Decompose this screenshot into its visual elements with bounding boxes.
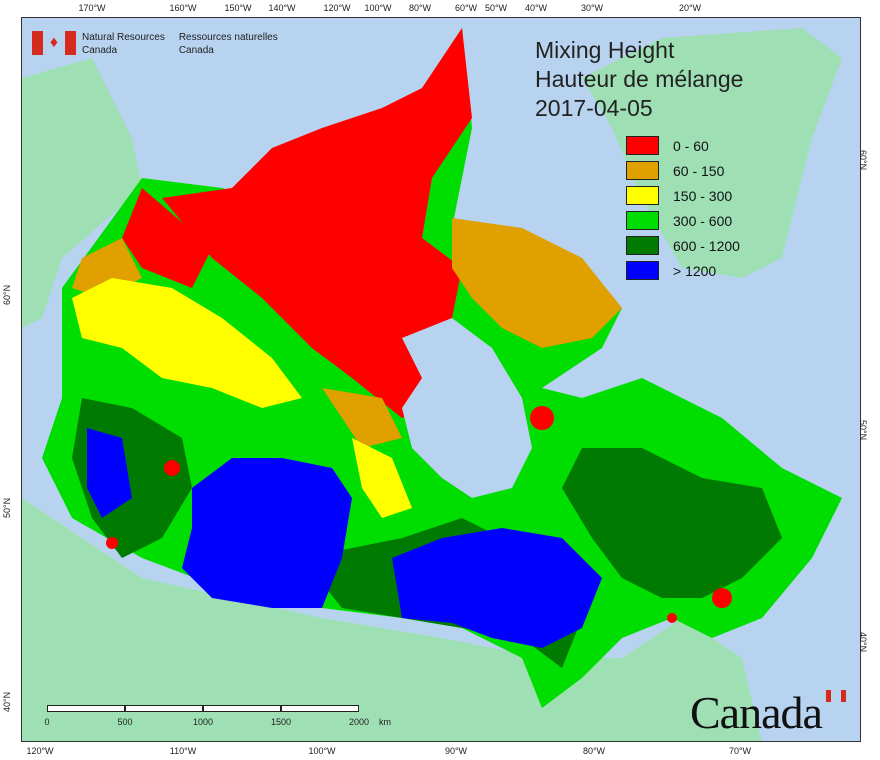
graticule-label: 50°N — [858, 420, 868, 441]
nrcan-signature: ♦ Natural Resources Canada Ressources na… — [32, 31, 292, 57]
scale-label: 500 — [117, 717, 133, 727]
spot-red-1 — [712, 588, 732, 608]
map-canvas — [21, 17, 861, 742]
scale-segment — [125, 705, 203, 712]
graticule-label: 60°N — [2, 284, 12, 305]
graticule-label: 80°W — [582, 746, 606, 756]
graticule-label: 150°W — [224, 3, 252, 13]
legend-swatch — [626, 136, 659, 155]
scale-label: 0 — [44, 717, 50, 727]
graticule-label: 140°W — [268, 3, 296, 13]
map-date: 2017-04-05 — [535, 95, 653, 121]
graticule-label: 100°W — [364, 3, 392, 13]
scale-segment — [47, 705, 125, 712]
zone-blue-bc — [87, 428, 132, 518]
graticule-label: 20°W — [678, 3, 702, 13]
legend-item: > 1200 — [626, 258, 740, 283]
legend-swatch — [626, 211, 659, 230]
org-en-line2: Canada — [82, 45, 118, 56]
map-title: Mixing Height Hauteur de mélange 2017-04… — [535, 36, 743, 123]
graticule-label: 50°W — [484, 3, 508, 13]
legend-item: 60 - 150 — [626, 158, 740, 183]
graticule-label: 170°W — [78, 3, 106, 13]
legend: 0 - 60 60 - 150 150 - 300 300 - 600 600 - 12… — [626, 133, 740, 283]
map-svg — [22, 28, 842, 741]
legend-item: 300 - 600 — [626, 208, 740, 233]
title-english: Mixing Height — [535, 37, 675, 63]
scale-label: 2000 — [348, 717, 370, 727]
canada-flag-icon: ♦ — [32, 31, 76, 55]
legend-item: 0 - 60 — [626, 133, 740, 158]
legend-swatch — [626, 236, 659, 255]
legend-swatch — [626, 186, 659, 205]
zone-blue-ontario — [392, 528, 602, 648]
org-name-french: Ressources naturelles Canada — [179, 31, 278, 57]
spot-red-3 — [106, 537, 118, 549]
hudson-bay — [402, 318, 532, 498]
zone-orange-east — [452, 218, 622, 348]
graticule-label: 50°N — [2, 497, 12, 518]
legend-label: > 1200 — [673, 262, 717, 279]
canada-wordmark: Canada — [690, 687, 823, 738]
spot-red-5 — [530, 406, 554, 430]
org-fr-line2: Canada — [178, 45, 214, 56]
org-en-line1: Natural Resources — [82, 32, 165, 43]
legend-swatch — [626, 161, 659, 180]
legend-label: 0 - 60 — [673, 137, 709, 154]
zone-red-northwest — [122, 188, 212, 288]
org-name-english: Natural Resources Canada — [82, 31, 165, 57]
legend-label: 60 - 150 — [673, 162, 725, 179]
spot-red-2 — [164, 460, 180, 476]
graticule-label: 100°W — [308, 746, 336, 756]
scale-segment — [281, 705, 359, 712]
graticule-label: 40°W — [524, 3, 548, 13]
legend-label: 600 - 1200 — [673, 237, 740, 254]
zone-dkgreen-east — [562, 448, 782, 598]
graticule-label: 60°N — [858, 150, 868, 171]
graticule-label: 110°W — [169, 746, 197, 756]
graticule-label: 160°W — [169, 3, 197, 13]
zone-yellow-west — [72, 278, 302, 408]
legend-label: 150 - 300 — [673, 187, 733, 204]
graticule-label: 90°W — [444, 746, 468, 756]
greenland-land — [582, 28, 842, 278]
graticule-label: 60°W — [454, 3, 478, 13]
graticule-label: 70°W — [728, 746, 752, 756]
spot-red-4 — [667, 613, 677, 623]
zone-yellow-central — [352, 438, 412, 518]
scale-label: 1000 — [192, 717, 214, 727]
legend-item: 600 - 1200 — [626, 233, 740, 258]
legend-label: 300 - 600 — [673, 212, 733, 229]
zone-blue-prairies — [182, 458, 352, 608]
legend-item: 150 - 300 — [626, 183, 740, 208]
org-fr-line1: Ressources naturelles — [178, 32, 278, 43]
title-french: Hauteur de mélange — [535, 66, 744, 92]
scale-segment — [203, 705, 281, 712]
legend-swatch — [626, 261, 659, 280]
graticule-label: 80°W — [408, 3, 432, 13]
graticule-label: 120°W — [26, 746, 54, 756]
zone-orange-hudson — [322, 388, 402, 448]
zone-red-north — [162, 28, 472, 418]
graticule-label: 40°N — [858, 632, 868, 653]
graticule-label: 30°W — [580, 3, 604, 13]
alaska-land — [22, 58, 142, 328]
scale-unit: km — [379, 717, 391, 727]
scale-label: 1500 — [270, 717, 292, 727]
graticule-label: 40°N — [2, 691, 12, 712]
wordmark-flag-icon — [826, 690, 846, 702]
graticule-label: 120°W — [323, 3, 351, 13]
